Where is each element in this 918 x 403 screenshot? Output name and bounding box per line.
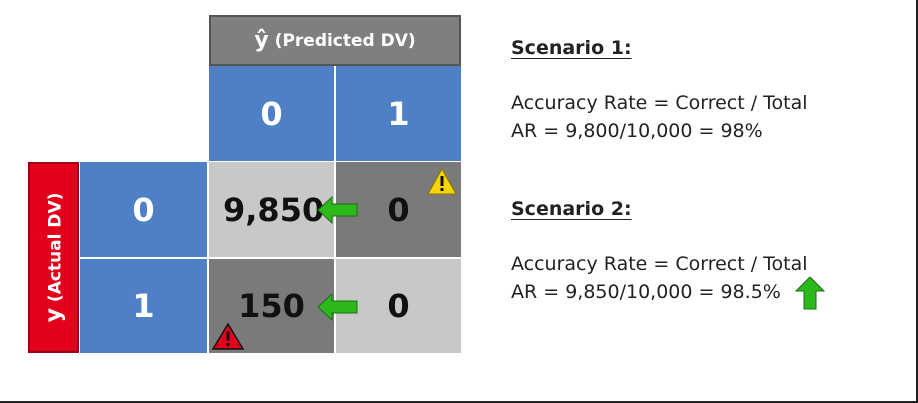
actual-label: (Actual DV) xyxy=(45,192,65,303)
cell-fp-value: 0 xyxy=(387,190,410,229)
row-label-0: 0 xyxy=(80,162,207,257)
col-label-0: 0 xyxy=(209,66,334,161)
warning-icon xyxy=(212,323,244,350)
predicted-symbol: ŷ xyxy=(254,28,269,53)
scenario-1-line-2: AR = 9,800/10,000 = 98% xyxy=(511,120,763,142)
scenario-2-line-2: AR = 9,850/10,000 = 98.5% xyxy=(511,281,781,303)
actual-dv-header: y (Actual DV) xyxy=(28,162,79,353)
predicted-dv-header: ŷ (Predicted DV) xyxy=(209,15,461,66)
predicted-label: (Predicted DV) xyxy=(274,30,416,51)
cell-tn-value: 9,850 xyxy=(223,190,325,229)
scenario-2-line-1: Accuracy Rate = Correct / Total xyxy=(511,253,808,275)
arrow-up-icon xyxy=(795,276,825,310)
actual-symbol: y xyxy=(41,308,66,323)
frame-right-border xyxy=(916,0,918,403)
frame-bottom-border xyxy=(0,401,918,403)
cell-tn: 9,850 xyxy=(209,162,334,257)
cell-tp-value: 0 xyxy=(387,287,410,325)
arrow-left-icon xyxy=(317,195,358,225)
scenario-1-title: Scenario 1: xyxy=(511,37,632,59)
cell-fn-value: 150 xyxy=(238,287,305,325)
arrow-left-icon xyxy=(317,292,358,322)
scenario-1-line-1: Accuracy Rate = Correct / Total xyxy=(511,92,808,114)
row-label-1: 1 xyxy=(80,259,207,353)
warning-icon xyxy=(427,168,457,195)
scenario-2-title: Scenario 2: xyxy=(511,198,632,220)
col-label-1: 1 xyxy=(336,66,461,161)
